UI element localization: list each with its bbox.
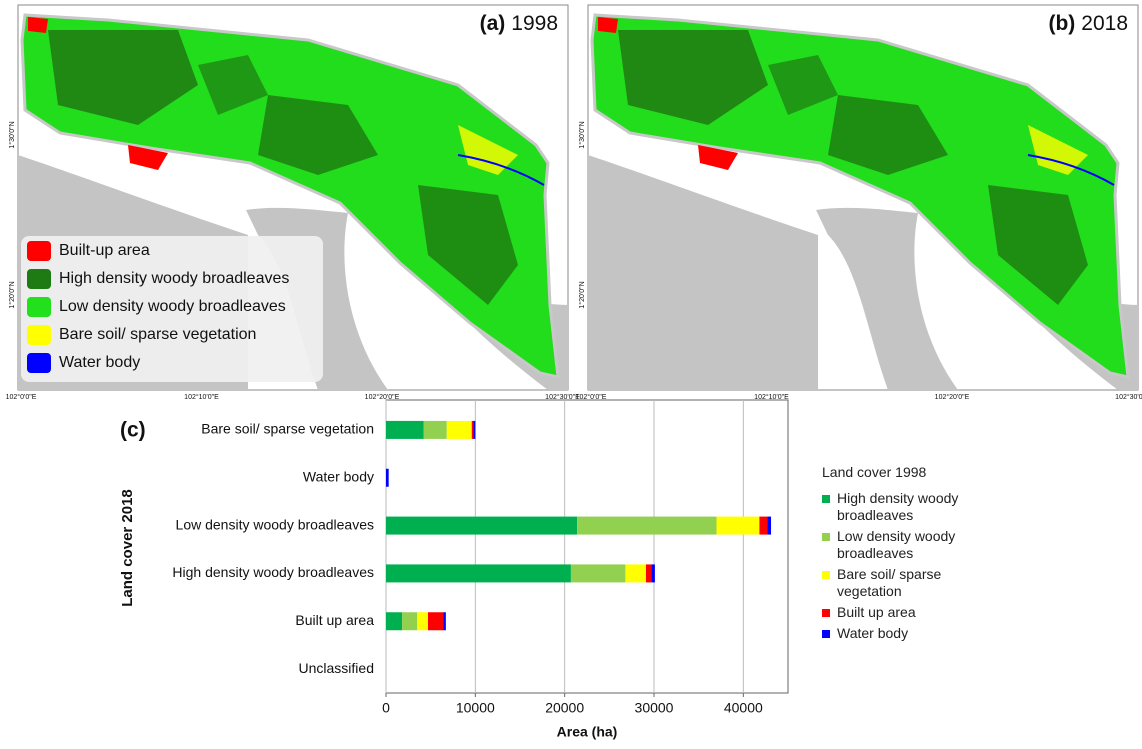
legend-label: Built up area (837, 604, 916, 621)
legend-swatch (822, 495, 830, 503)
map-legend-swatch (27, 269, 51, 289)
x-tick-label: 10000 (456, 700, 495, 716)
map-legend-swatch (27, 241, 51, 261)
map-x-tick: 102°0'0"E (6, 393, 37, 401)
bar-segment (443, 612, 446, 630)
map-x-tick: 102°30'0"E (1115, 393, 1142, 401)
legend-swatch (822, 571, 830, 579)
bar-segment (472, 421, 474, 439)
map-legend: Built-up area High density woody broadlea… (21, 236, 323, 382)
bar-segment (571, 564, 625, 582)
panel-year: 1998 (511, 12, 558, 35)
map-y-tick: 1°20'0"N (578, 281, 586, 308)
bar-segment (767, 517, 771, 535)
map-legend-label: Low density woody broadleaves (59, 298, 286, 316)
legend-label: Bare soil/ sparse vegetation (837, 566, 992, 600)
bar-segment (417, 612, 428, 630)
legend-item: Low density woody broadleaves (822, 528, 992, 562)
panel-title: (a)1998 (480, 12, 558, 35)
map-y-tick: 1°30'0"N (578, 121, 586, 148)
bar-segment (646, 564, 651, 582)
legend-swatch (822, 630, 830, 638)
map-legend-label: Built-up area (59, 242, 150, 260)
bar-segment (386, 469, 389, 487)
map-y-tick: 1°20'0"N (8, 281, 16, 308)
y-axis-title: Land cover 2018 (119, 489, 136, 607)
page: {"maps": [{"panel": "(a)", "year": "1998… (0, 0, 1142, 744)
legend-label: Water body (837, 625, 908, 642)
legend-item: Water body (822, 625, 992, 642)
y-tick-label: Bare soil/ sparse vegetation (201, 421, 374, 437)
panel-letter: (b) (1048, 12, 1075, 35)
panel-letter: (a) (480, 12, 506, 35)
legend-item: Bare soil/ sparse vegetation (822, 566, 992, 600)
y-tick-label: Low density woody broadleaves (176, 516, 374, 532)
bar-segment (386, 421, 424, 439)
panel-year: 2018 (1081, 12, 1128, 35)
legend-title: Land cover 1998 (822, 464, 992, 480)
map-legend-item: High density woody broadleaves (27, 266, 323, 292)
bar-segment (386, 612, 402, 630)
bar-segment (428, 612, 443, 630)
map-legend-label: High density woody broadleaves (59, 270, 289, 288)
map-legend-item: Water body (27, 350, 323, 376)
bar-segment (625, 564, 646, 582)
x-tick-label: 20000 (545, 700, 584, 716)
x-tick-label: 0 (382, 700, 390, 716)
legend-item: High density woody broadleaves (822, 490, 992, 524)
legend-label: Low density woody broadleaves (837, 528, 992, 562)
bar-segment (402, 612, 417, 630)
y-tick-label: Built up area (295, 612, 374, 628)
x-tick-label: 40000 (724, 700, 763, 716)
plot-frame (386, 400, 788, 693)
map-legend-swatch (27, 325, 51, 345)
chart: 0 10000 20000 30000 40000 Area (ha) Land cover… (119, 400, 788, 740)
map-legend-item: Bare soil/ sparse vegetation (27, 322, 323, 348)
map-legend-swatch (27, 297, 51, 317)
bar-segment (717, 517, 760, 535)
legend-label: High density woody broadleaves (837, 490, 992, 524)
bar-segment (759, 517, 767, 535)
bar-segment (651, 564, 655, 582)
legend-item: Built up area (822, 604, 992, 621)
panel-title: (c) (120, 419, 146, 442)
map-legend-label: Water body (59, 354, 140, 372)
bar-segment (447, 421, 472, 439)
y-tick-label: Unclassified (299, 660, 374, 676)
legend: Land cover 1998 High density woody broad… (822, 464, 992, 646)
y-tick-label: High density woody broadleaves (172, 564, 374, 580)
legend-swatch (822, 533, 830, 541)
bar-segment (577, 517, 716, 535)
map-x-tick: 102°20'0"E (935, 393, 970, 401)
bar-segment (386, 517, 577, 535)
map-x-tick: 102°10'0"E (184, 393, 219, 401)
map-legend-item: Built-up area (27, 238, 323, 264)
map-y-tick: 1°30'0"N (8, 121, 16, 148)
panel-title: (b) 2018 (1048, 12, 1128, 35)
x-tick-label: 30000 (635, 700, 674, 716)
bar-segment (386, 564, 571, 582)
map-legend-item: Low density woody broadleaves (27, 294, 323, 320)
legend-swatch (822, 609, 830, 617)
map-legend-label: Bare soil/ sparse vegetation (59, 326, 256, 344)
map-legend-swatch (27, 353, 51, 373)
x-axis-title: Area (ha) (557, 724, 618, 740)
y-tick-label: Water body (303, 468, 374, 484)
bar-segment (424, 421, 447, 439)
bar-segment (474, 421, 476, 439)
